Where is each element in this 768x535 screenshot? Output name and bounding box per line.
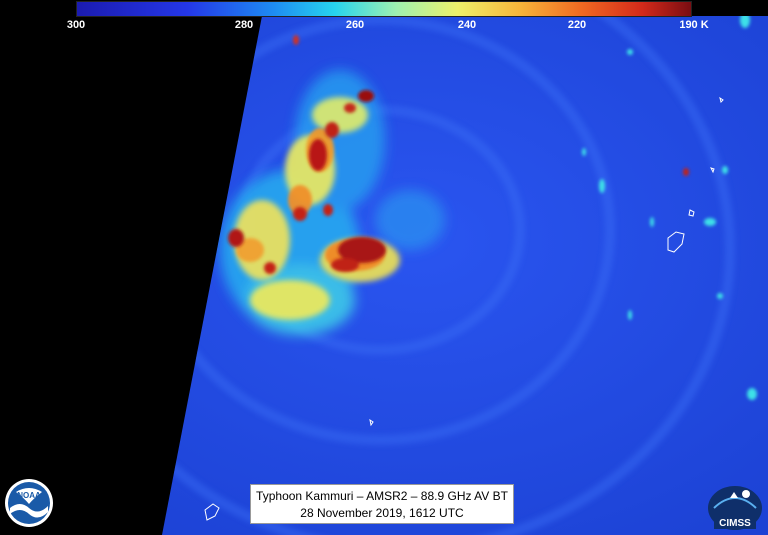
- temperature-colorbar: [76, 1, 692, 17]
- cimss-logo-text: CIMSS: [719, 518, 751, 529]
- caption-title: Typhoon Kammuri – AMSR2 – 88.9 GHz AV BT: [256, 489, 508, 503]
- image-caption: Typhoon Kammuri – AMSR2 – 88.9 GHz AV BT…: [250, 484, 514, 524]
- colorbar-tick: 190 K: [679, 19, 709, 31]
- cimss-logo: CIMSS: [708, 486, 762, 530]
- noaa-logo: NOAA: [5, 479, 53, 527]
- noaa-logo-text: NOAA: [17, 491, 41, 500]
- colorbar-tick: 220: [567, 19, 587, 31]
- guam-outline: [667, 231, 685, 253]
- colorbar-tick: 280: [234, 19, 254, 31]
- colorbar-tick: 300: [66, 19, 86, 31]
- colorbar-tick: 240: [457, 19, 477, 31]
- caption-date: 28 November 2019, 1612 UTC: [300, 506, 464, 520]
- colorbar-tick: 260: [345, 19, 365, 31]
